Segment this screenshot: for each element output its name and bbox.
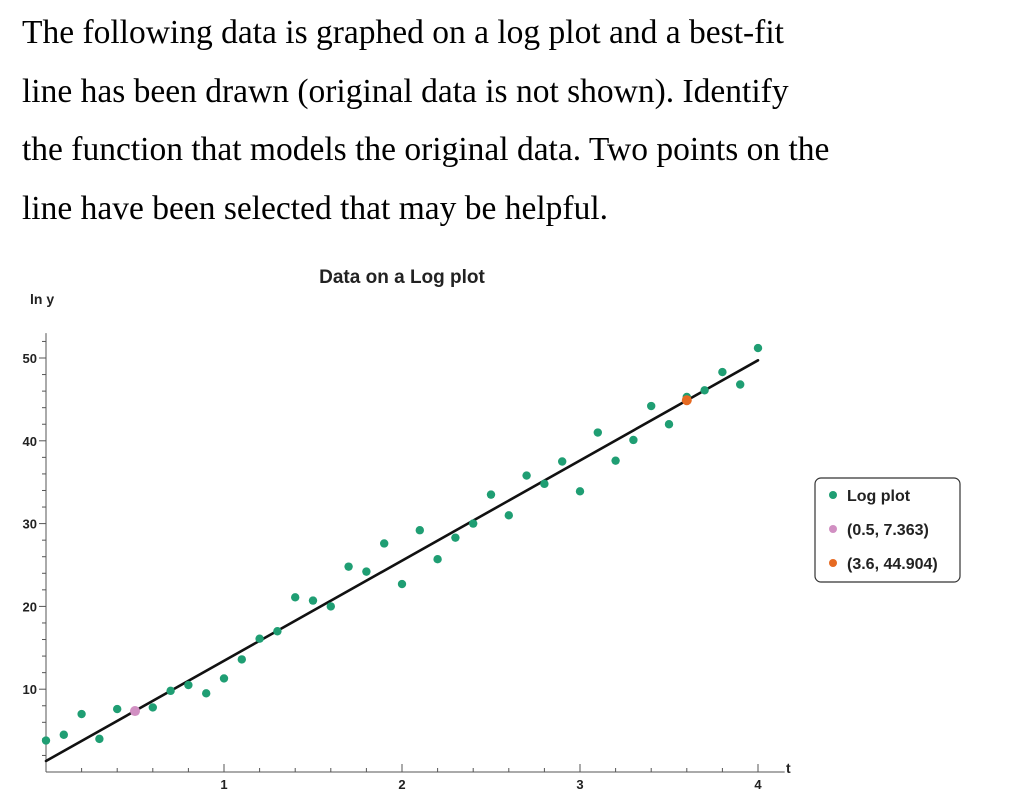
legend-label: Log plot [847,488,911,505]
data-point [736,380,745,389]
x-tick-label: 3 [576,777,583,792]
data-point [522,471,531,480]
y-axis-label: ln y [30,291,54,307]
data-point [558,457,567,466]
data-point [166,686,175,696]
data-point [219,674,229,683]
data-point [202,689,211,698]
legend-marker [829,525,837,533]
data-point [415,526,424,535]
x-tick-label: 4 [754,777,762,792]
selected-point-1 [130,706,140,717]
data-point [184,680,193,690]
data-point [469,519,478,528]
question-text: The following data is graphed on a log p… [22,4,1012,238]
data-point [77,709,86,719]
data-point [486,490,496,499]
y-tick-label: 20 [23,599,37,614]
y-tick-label: 30 [23,517,37,532]
data-point [540,479,549,489]
data-point [753,343,763,353]
data-point [629,435,638,445]
data-point [504,511,513,520]
x-axis-label: t [786,760,791,776]
log-plot-chart: Data on a Log plot ln y t 10 20 30 40 50 1 2 3 4… [23,267,961,792]
question-line-2: line has been drawn (original data is no… [22,72,789,110]
best-fit-line [44,359,760,763]
legend-label: (3.6, 44.904) [847,556,938,573]
question-line-1: The following data is graphed on a log p… [22,14,784,51]
data-point [380,539,389,548]
data-point [362,567,371,576]
data-point [664,420,674,429]
data-point [718,367,727,377]
data-point [273,627,282,636]
data-point [113,704,122,714]
y-tick-label: 10 [23,682,37,697]
x-tick-label: 2 [398,777,405,792]
data-point [433,555,442,564]
data-point [611,456,620,465]
data-point [148,703,157,712]
data-point [59,730,68,739]
data-point [397,579,407,589]
data-point [647,401,656,411]
question-line-4: line have been selected that may be help… [22,189,609,227]
data-point [255,634,264,643]
data-point [291,593,300,602]
data-point [700,386,709,395]
question-line-3: the function that models the original da… [22,131,830,168]
y-tick-label: 50 [23,351,37,366]
data-point [344,562,353,571]
data-point [95,734,104,744]
data-point [326,602,335,611]
legend-marker [829,559,837,567]
chart-title: Data on a Log plot [319,267,485,288]
data-point [308,596,318,605]
data-point [575,487,585,496]
data-point [451,533,460,542]
selected-point-2 [681,395,692,406]
x-tick-label: 1 [220,777,227,792]
data-point [237,655,246,664]
legend-label: (0.5, 7.363) [847,522,929,539]
legend-box [814,477,961,583]
y-tick-label: 40 [23,434,37,449]
legend-marker [829,491,837,499]
data-point [593,428,602,437]
data-point [41,736,51,745]
